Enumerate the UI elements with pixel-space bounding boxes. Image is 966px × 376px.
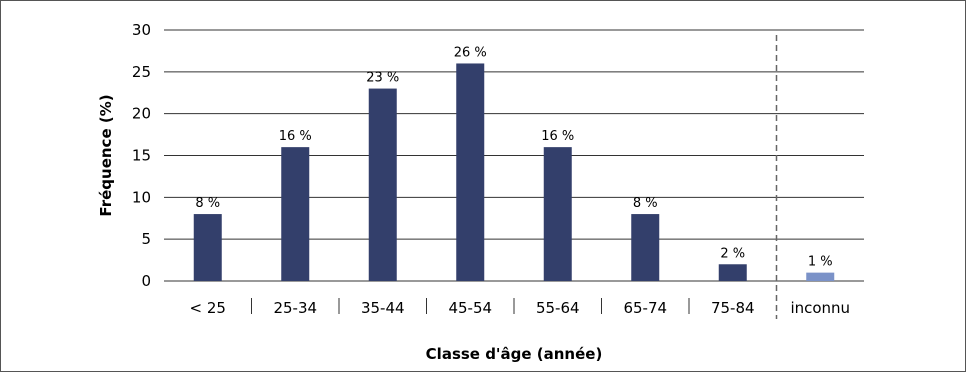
- data-labels: 8 % 16 % 23 % 26 % 16 % 8 % 2 % 1 %: [195, 45, 832, 269]
- y-axis-title: Fréquence (%): [97, 94, 115, 216]
- x-tick-label: < 25: [190, 299, 226, 317]
- y-tick-label: 30: [132, 21, 151, 39]
- x-tick-label: 45-54: [448, 299, 492, 317]
- x-tick-label: 35-44: [361, 299, 405, 317]
- x-tick-label: 25-34: [273, 299, 317, 317]
- x-category-separators: [251, 298, 690, 314]
- data-label: 26 %: [454, 45, 487, 60]
- gridlines: [164, 29, 864, 282]
- bar-2: [368, 88, 397, 281]
- y-tick-label: 0: [141, 272, 151, 290]
- data-label: 16 %: [541, 129, 574, 144]
- bar-6: [718, 264, 747, 281]
- data-label: 8 %: [633, 196, 658, 211]
- y-tick-label: 10: [132, 188, 151, 206]
- bar-0: [193, 214, 222, 281]
- x-tick-label: 75-84: [711, 299, 755, 317]
- y-tick-label: 15: [132, 147, 151, 165]
- x-axis-title: Classe d'âge (année): [426, 345, 603, 363]
- y-tick-labels: 0 5 10 15 20 25 30: [132, 21, 151, 290]
- data-label: 23 %: [366, 71, 399, 86]
- x-tick-label: 55-64: [536, 299, 580, 317]
- bar-7: [806, 272, 835, 281]
- data-label: 8 %: [195, 196, 220, 211]
- bar-1: [281, 147, 310, 281]
- x-tick-label: 65-74: [623, 299, 667, 317]
- data-label: 16 %: [279, 129, 312, 144]
- y-tick-label: 20: [132, 105, 151, 123]
- data-label: 2 %: [720, 246, 745, 261]
- y-tick-label: 25: [132, 63, 151, 81]
- bars: [193, 63, 835, 281]
- x-tick-label: inconnu: [790, 299, 850, 317]
- bar-4: [543, 147, 572, 281]
- bar-3: [456, 63, 485, 281]
- bar-5: [631, 214, 660, 281]
- x-tick-labels: < 25 25-34 35-44 45-54 55-64 65-74 75-84 inconn…: [190, 299, 851, 317]
- data-label: 1 %: [808, 255, 833, 270]
- y-tick-label: 5: [141, 230, 151, 248]
